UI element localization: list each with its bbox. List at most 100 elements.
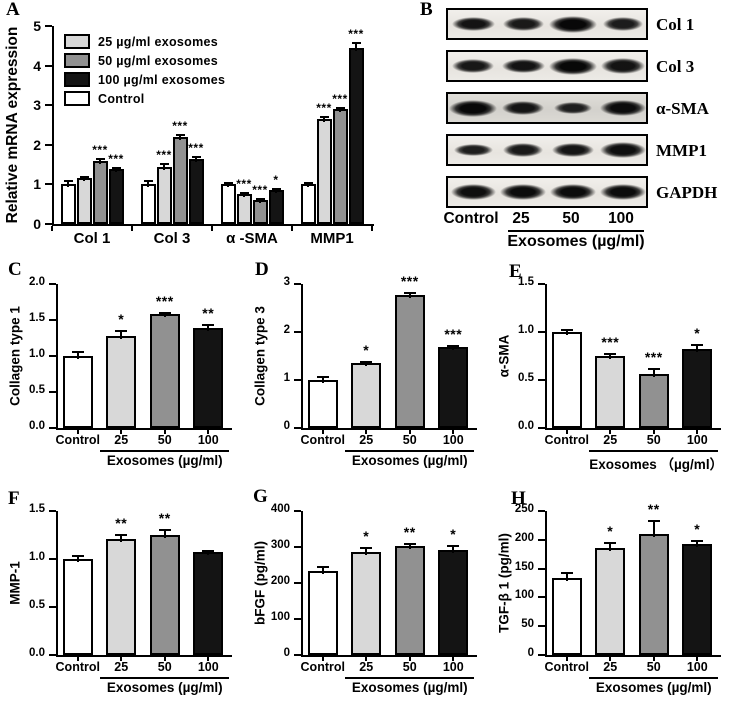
x-tick bbox=[365, 657, 368, 661]
error-bar-stem bbox=[609, 353, 612, 359]
x-tick-label: 100 bbox=[197, 433, 219, 447]
blot-band bbox=[453, 143, 493, 157]
sig-label: * bbox=[363, 341, 370, 358]
blot-band bbox=[600, 99, 646, 117]
error-bar bbox=[560, 572, 573, 582]
error-bar-stem bbox=[323, 115, 325, 123]
sig-label: *** bbox=[332, 91, 348, 106]
bar bbox=[92, 160, 108, 224]
plot-area bbox=[545, 284, 721, 430]
x-tick bbox=[652, 430, 655, 434]
legend-item: 100 µg/ml exosomes bbox=[64, 70, 225, 89]
x-tick-label: Control bbox=[544, 660, 589, 674]
x-tick-label: 50 bbox=[402, 660, 417, 674]
x-tick bbox=[51, 226, 53, 231]
plot-area bbox=[301, 511, 477, 657]
error-bar bbox=[691, 539, 704, 548]
y-tick bbox=[538, 331, 545, 333]
bar bbox=[595, 548, 626, 655]
legend-swatch bbox=[64, 72, 90, 87]
blot-band bbox=[554, 101, 592, 115]
y-tick bbox=[49, 319, 56, 321]
bar bbox=[638, 534, 669, 655]
bar bbox=[307, 380, 338, 428]
legend-label: Control bbox=[98, 91, 145, 106]
sig-label: * bbox=[450, 526, 457, 543]
y-tick bbox=[294, 510, 301, 512]
y-tick bbox=[45, 143, 52, 146]
blot-label: MMP1 bbox=[656, 141, 707, 160]
sig-label: *** bbox=[188, 140, 204, 155]
sig-label: *** bbox=[444, 325, 463, 342]
x-tick-label: 25 bbox=[359, 433, 374, 447]
x-tick-label: Control bbox=[55, 660, 100, 674]
y-tick bbox=[538, 379, 545, 381]
error-bar-stem bbox=[652, 520, 655, 538]
sig-label: * bbox=[607, 522, 614, 539]
sig-label: ** bbox=[647, 501, 660, 518]
y-tick bbox=[49, 654, 56, 656]
bar bbox=[149, 314, 180, 428]
bar bbox=[62, 356, 93, 428]
sig-label: ** bbox=[158, 510, 171, 527]
bar bbox=[108, 169, 124, 224]
error-bar bbox=[604, 541, 617, 552]
group-label: Col 3 bbox=[153, 230, 191, 247]
error-bar-stem bbox=[565, 572, 568, 582]
blot-label: Col 3 bbox=[656, 57, 695, 76]
error-bar-stem bbox=[83, 175, 85, 182]
x-tick bbox=[365, 430, 368, 434]
panel-g: bFGF (pg/ml) 0 100 200 300 400 Control * 25 ** 50 *… bbox=[245, 479, 490, 706]
error-bar bbox=[191, 155, 201, 162]
x-tick-label: 25 bbox=[359, 660, 374, 674]
x-tick-label: Control bbox=[300, 660, 345, 674]
sig-label: * bbox=[273, 173, 279, 188]
bar bbox=[638, 374, 669, 428]
x-tick-label: 25 bbox=[114, 433, 129, 447]
y-tick-label: 250 bbox=[514, 503, 534, 515]
y-tick bbox=[45, 104, 52, 107]
y-axis-label: Collagen type 3 bbox=[252, 306, 268, 406]
x-tick-label: Control bbox=[544, 433, 589, 447]
bar bbox=[193, 552, 224, 655]
legend: 25 µg/ml exosomes 50 µg/ml exosomes 100 µg… bbox=[64, 32, 225, 108]
sig-label: * bbox=[363, 528, 370, 545]
legend-label: 25 µg/ml exosomes bbox=[98, 34, 218, 49]
y-tick-label: 1 bbox=[283, 372, 290, 384]
bar bbox=[394, 546, 425, 655]
error-bar-stem bbox=[452, 545, 455, 553]
error-bar-stem bbox=[207, 549, 210, 556]
bar bbox=[438, 549, 469, 655]
bar bbox=[551, 578, 582, 655]
bar bbox=[60, 184, 76, 224]
y-tick-label: 2 bbox=[33, 136, 41, 153]
error-bar-stem bbox=[452, 344, 455, 351]
blot-band bbox=[601, 58, 645, 74]
y-tick bbox=[49, 283, 56, 285]
bar bbox=[682, 544, 713, 655]
treatment-underline bbox=[589, 450, 719, 452]
error-bar bbox=[303, 182, 313, 188]
blot-band bbox=[549, 15, 597, 33]
blot-box bbox=[446, 176, 648, 208]
y-tick bbox=[45, 25, 52, 27]
error-bar bbox=[175, 133, 185, 140]
lane-label: Control bbox=[443, 210, 499, 227]
y-tick-label: 200 bbox=[514, 531, 534, 544]
treatment-label: Exosomes (µg/ml) bbox=[106, 680, 223, 695]
legend-item: 50 µg/ml exosomes bbox=[64, 51, 225, 70]
treatment-underline bbox=[100, 677, 230, 679]
bar bbox=[332, 109, 348, 224]
sig-label: *** bbox=[400, 272, 419, 289]
error-bar bbox=[691, 344, 704, 353]
y-tick bbox=[49, 427, 56, 429]
y-tick-label: 1.5 bbox=[29, 312, 45, 324]
y-tick bbox=[538, 427, 545, 429]
y-tick bbox=[49, 355, 56, 357]
error-bar-stem bbox=[609, 541, 612, 552]
legend-swatch bbox=[64, 91, 90, 106]
panel-b-letter: B bbox=[420, 0, 433, 20]
y-tick bbox=[538, 625, 545, 628]
y-tick-label: 0.0 bbox=[29, 647, 45, 659]
legend-swatch bbox=[64, 34, 90, 49]
